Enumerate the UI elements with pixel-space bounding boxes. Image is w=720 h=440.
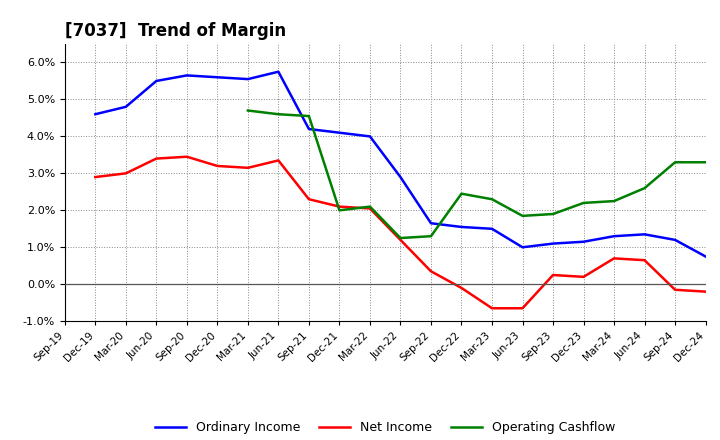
- Net Income: [457, 285, 466, 290]
- Ordinary Income: [305, 126, 313, 132]
- Operating Cashflow: [366, 204, 374, 209]
- Ordinary Income: [243, 77, 252, 82]
- Net Income: [640, 257, 649, 263]
- Operating Cashflow: [579, 200, 588, 205]
- Net Income: [305, 197, 313, 202]
- Net Income: [122, 171, 130, 176]
- Operating Cashflow: [701, 160, 710, 165]
- Operating Cashflow: [305, 114, 313, 119]
- Net Income: [152, 156, 161, 161]
- Net Income: [487, 306, 496, 311]
- Operating Cashflow: [274, 112, 283, 117]
- Ordinary Income: [213, 75, 222, 80]
- Ordinary Income: [579, 239, 588, 244]
- Ordinary Income: [366, 134, 374, 139]
- Operating Cashflow: [457, 191, 466, 196]
- Ordinary Income: [91, 112, 99, 117]
- Operating Cashflow: [549, 211, 557, 216]
- Ordinary Income: [610, 234, 618, 239]
- Operating Cashflow: [335, 208, 343, 213]
- Net Income: [671, 287, 680, 293]
- Operating Cashflow: [671, 160, 680, 165]
- Ordinary Income: [335, 130, 343, 136]
- Net Income: [549, 272, 557, 278]
- Ordinary Income: [518, 245, 527, 250]
- Ordinary Income: [274, 69, 283, 74]
- Net Income: [213, 163, 222, 169]
- Ordinary Income: [640, 232, 649, 237]
- Line: Operating Cashflow: Operating Cashflow: [248, 110, 706, 238]
- Ordinary Income: [396, 174, 405, 180]
- Ordinary Income: [701, 254, 710, 259]
- Legend: Ordinary Income, Net Income, Operating Cashflow: Ordinary Income, Net Income, Operating C…: [150, 416, 621, 439]
- Ordinary Income: [152, 78, 161, 84]
- Operating Cashflow: [610, 198, 618, 204]
- Text: [7037]  Trend of Margin: [7037] Trend of Margin: [65, 22, 286, 40]
- Net Income: [518, 306, 527, 311]
- Net Income: [396, 237, 405, 242]
- Ordinary Income: [122, 104, 130, 110]
- Net Income: [427, 269, 436, 274]
- Line: Ordinary Income: Ordinary Income: [95, 72, 706, 257]
- Net Income: [701, 289, 710, 294]
- Net Income: [366, 206, 374, 211]
- Net Income: [610, 256, 618, 261]
- Ordinary Income: [671, 237, 680, 242]
- Operating Cashflow: [640, 186, 649, 191]
- Line: Net Income: Net Income: [95, 157, 706, 308]
- Ordinary Income: [427, 220, 436, 226]
- Ordinary Income: [487, 226, 496, 231]
- Ordinary Income: [183, 73, 192, 78]
- Ordinary Income: [457, 224, 466, 230]
- Net Income: [579, 274, 588, 279]
- Net Income: [183, 154, 192, 159]
- Operating Cashflow: [518, 213, 527, 219]
- Ordinary Income: [549, 241, 557, 246]
- Net Income: [91, 174, 99, 180]
- Operating Cashflow: [427, 234, 436, 239]
- Net Income: [335, 204, 343, 209]
- Operating Cashflow: [243, 108, 252, 113]
- Operating Cashflow: [487, 197, 496, 202]
- Net Income: [274, 158, 283, 163]
- Net Income: [243, 165, 252, 170]
- Operating Cashflow: [396, 235, 405, 241]
